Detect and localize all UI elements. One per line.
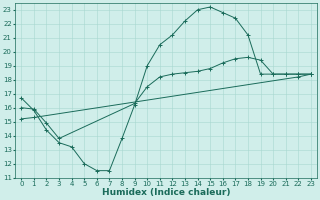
- X-axis label: Humidex (Indice chaleur): Humidex (Indice chaleur): [102, 188, 230, 197]
